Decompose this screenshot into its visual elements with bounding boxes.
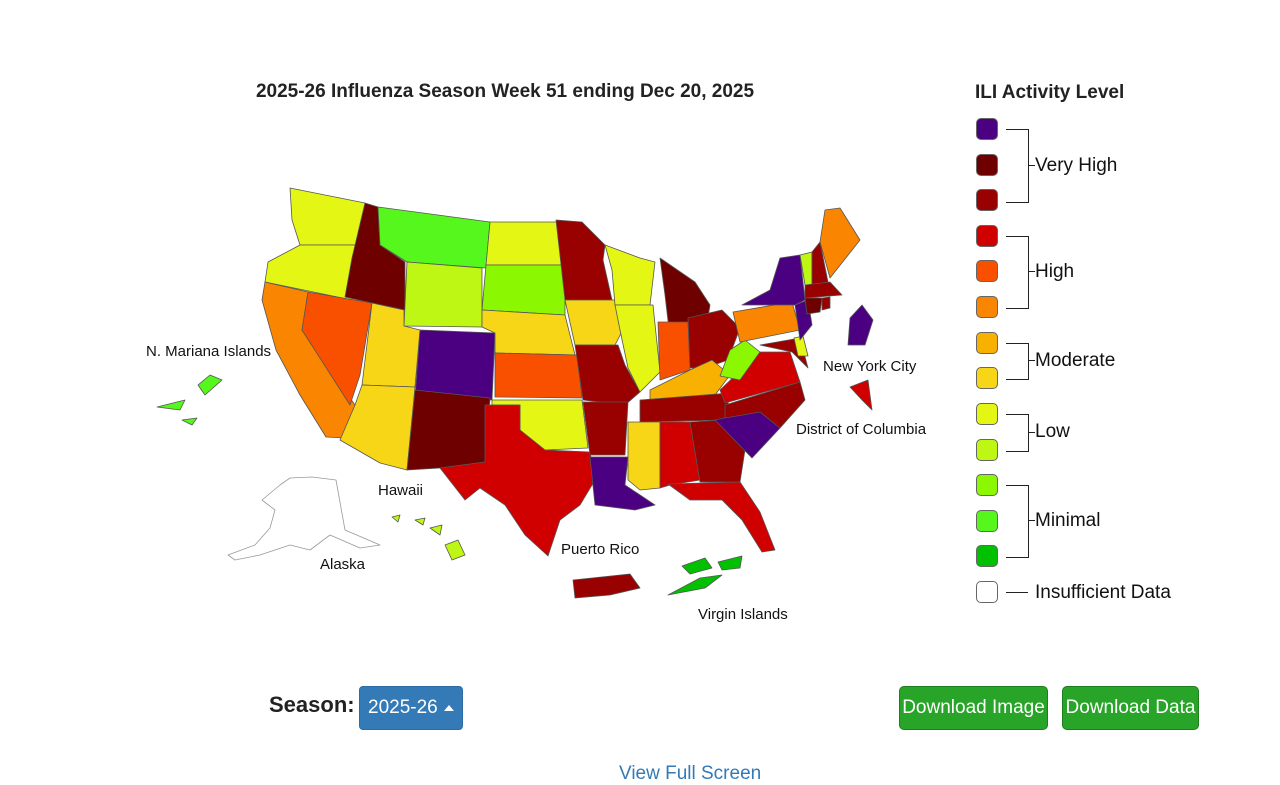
territory-puerto-rico[interactable] — [572, 573, 641, 599]
legend-bracket-tick — [1028, 520, 1035, 521]
state-alaska[interactable] — [227, 476, 381, 561]
territory-virgin-islands-3[interactable] — [717, 555, 743, 571]
region-new-york-city[interactable] — [847, 304, 874, 346]
state-west-virginia[interactable] — [719, 339, 761, 381]
label-district-of-columbia: District of Columbia — [796, 421, 927, 438]
state-mississippi[interactable] — [627, 421, 661, 491]
legend-swatch-minimal-1 — [976, 545, 998, 567]
legend-bracket-tick — [1028, 360, 1035, 361]
state-new-york[interactable] — [741, 254, 806, 306]
state-arkansas[interactable] — [582, 401, 629, 456]
territory-n-mariana-2[interactable] — [156, 399, 186, 411]
legend-bracket-minimal — [1006, 485, 1029, 558]
state-florida[interactable] — [667, 481, 776, 553]
state-texas[interactable] — [439, 404, 596, 557]
legend-label-low: Low — [1035, 421, 1070, 442]
state-colorado[interactable] — [414, 329, 496, 401]
legend-swatch-insufficient — [976, 581, 998, 603]
legend-label-high: High — [1035, 261, 1075, 282]
legend-label-very-high: Very High — [1035, 155, 1118, 176]
legend-bracket-very-high — [1006, 129, 1029, 203]
legend-swatch-minimal-2 — [976, 510, 998, 532]
label-new-york-city: New York City — [823, 358, 917, 375]
legend-swatch-very-high-3 — [976, 118, 998, 140]
state-wyoming[interactable] — [403, 261, 483, 328]
state-minnesota[interactable] — [555, 219, 613, 301]
download-data-button[interactable]: Download Data — [1062, 686, 1199, 730]
state-hawaii-maui[interactable] — [429, 524, 443, 536]
state-nevada[interactable] — [301, 291, 373, 406]
legend-swatch-very-high-2 — [976, 154, 998, 176]
caret-up-icon — [443, 705, 454, 711]
legend-swatch-moderate-1 — [976, 367, 998, 389]
legend-swatch-minimal-3 — [976, 474, 998, 496]
season-label: Season: — [269, 692, 355, 717]
legend-swatch-high-2 — [976, 260, 998, 282]
season-select-value: 2025-26 — [368, 697, 438, 718]
state-illinois[interactable] — [614, 304, 661, 393]
legend-label-insufficient: Insufficient Data — [1035, 582, 1171, 603]
state-maine[interactable] — [819, 207, 861, 279]
state-washington[interactable] — [289, 187, 366, 246]
state-rhode-island[interactable] — [821, 296, 831, 311]
legend-bracket-moderate — [1006, 343, 1029, 380]
state-kansas[interactable] — [494, 352, 583, 399]
state-north-dakota[interactable] — [485, 221, 566, 266]
state-wisconsin[interactable] — [604, 244, 656, 306]
map-title: 2025-26 Influenza Season Week 51 ending … — [255, 81, 755, 102]
label-alaska: Alaska — [320, 556, 366, 573]
legend-line-insufficient — [1006, 592, 1028, 593]
state-indiana[interactable] — [657, 321, 691, 381]
state-hawaii-big-island[interactable] — [444, 539, 466, 561]
view-full-screen-link[interactable]: View Full Screen — [619, 763, 762, 784]
legend-swatch-low-1 — [976, 439, 998, 461]
season-select[interactable]: 2025-26 — [359, 686, 463, 730]
legend-bracket-tick — [1028, 165, 1035, 166]
state-south-dakota[interactable] — [481, 264, 566, 316]
label-virgin-islands: Virgin Islands — [698, 606, 788, 623]
territory-n-mariana-3[interactable] — [181, 417, 198, 426]
state-new-mexico[interactable] — [406, 389, 491, 471]
label-hawaii: Hawaii — [378, 482, 424, 499]
legend-title: ILI Activity Level — [975, 82, 1125, 103]
territory-virgin-islands-2[interactable] — [681, 557, 713, 575]
legend-label-minimal: Minimal — [1035, 510, 1101, 531]
state-alabama[interactable] — [659, 421, 701, 489]
legend-swatch-high-3 — [976, 225, 998, 247]
territory-n-mariana-1[interactable] — [197, 374, 223, 396]
legend-bracket-high — [1006, 236, 1029, 309]
label-n-mariana-islands: N. Mariana Islands — [146, 343, 272, 360]
us-ili-map — [156, 187, 874, 599]
legend-bracket-tick — [1028, 432, 1035, 433]
legend-bracket-low — [1006, 414, 1029, 452]
download-image-button[interactable]: Download Image — [899, 686, 1048, 730]
state-hawaii-kauai[interactable] — [391, 514, 401, 523]
label-puerto-rico: Puerto Rico — [561, 541, 640, 558]
state-hawaii-oahu[interactable] — [414, 517, 426, 526]
state-arizona[interactable] — [339, 384, 416, 471]
state-connecticut[interactable] — [804, 297, 823, 315]
state-nebraska[interactable] — [481, 309, 576, 356]
territory-virgin-islands-1[interactable] — [667, 574, 723, 596]
state-pennsylvania[interactable] — [732, 301, 801, 343]
legend-label-moderate: Moderate — [1035, 350, 1116, 371]
state-massachusetts[interactable] — [804, 281, 843, 299]
legend-swatch-high-1 — [976, 296, 998, 318]
legend-swatch-very-high-1 — [976, 189, 998, 211]
legend-swatch-low-2 — [976, 403, 998, 425]
legend-swatch-moderate-2 — [976, 332, 998, 354]
region-district-of-columbia[interactable] — [849, 379, 873, 411]
legend-bracket-tick — [1028, 271, 1035, 272]
